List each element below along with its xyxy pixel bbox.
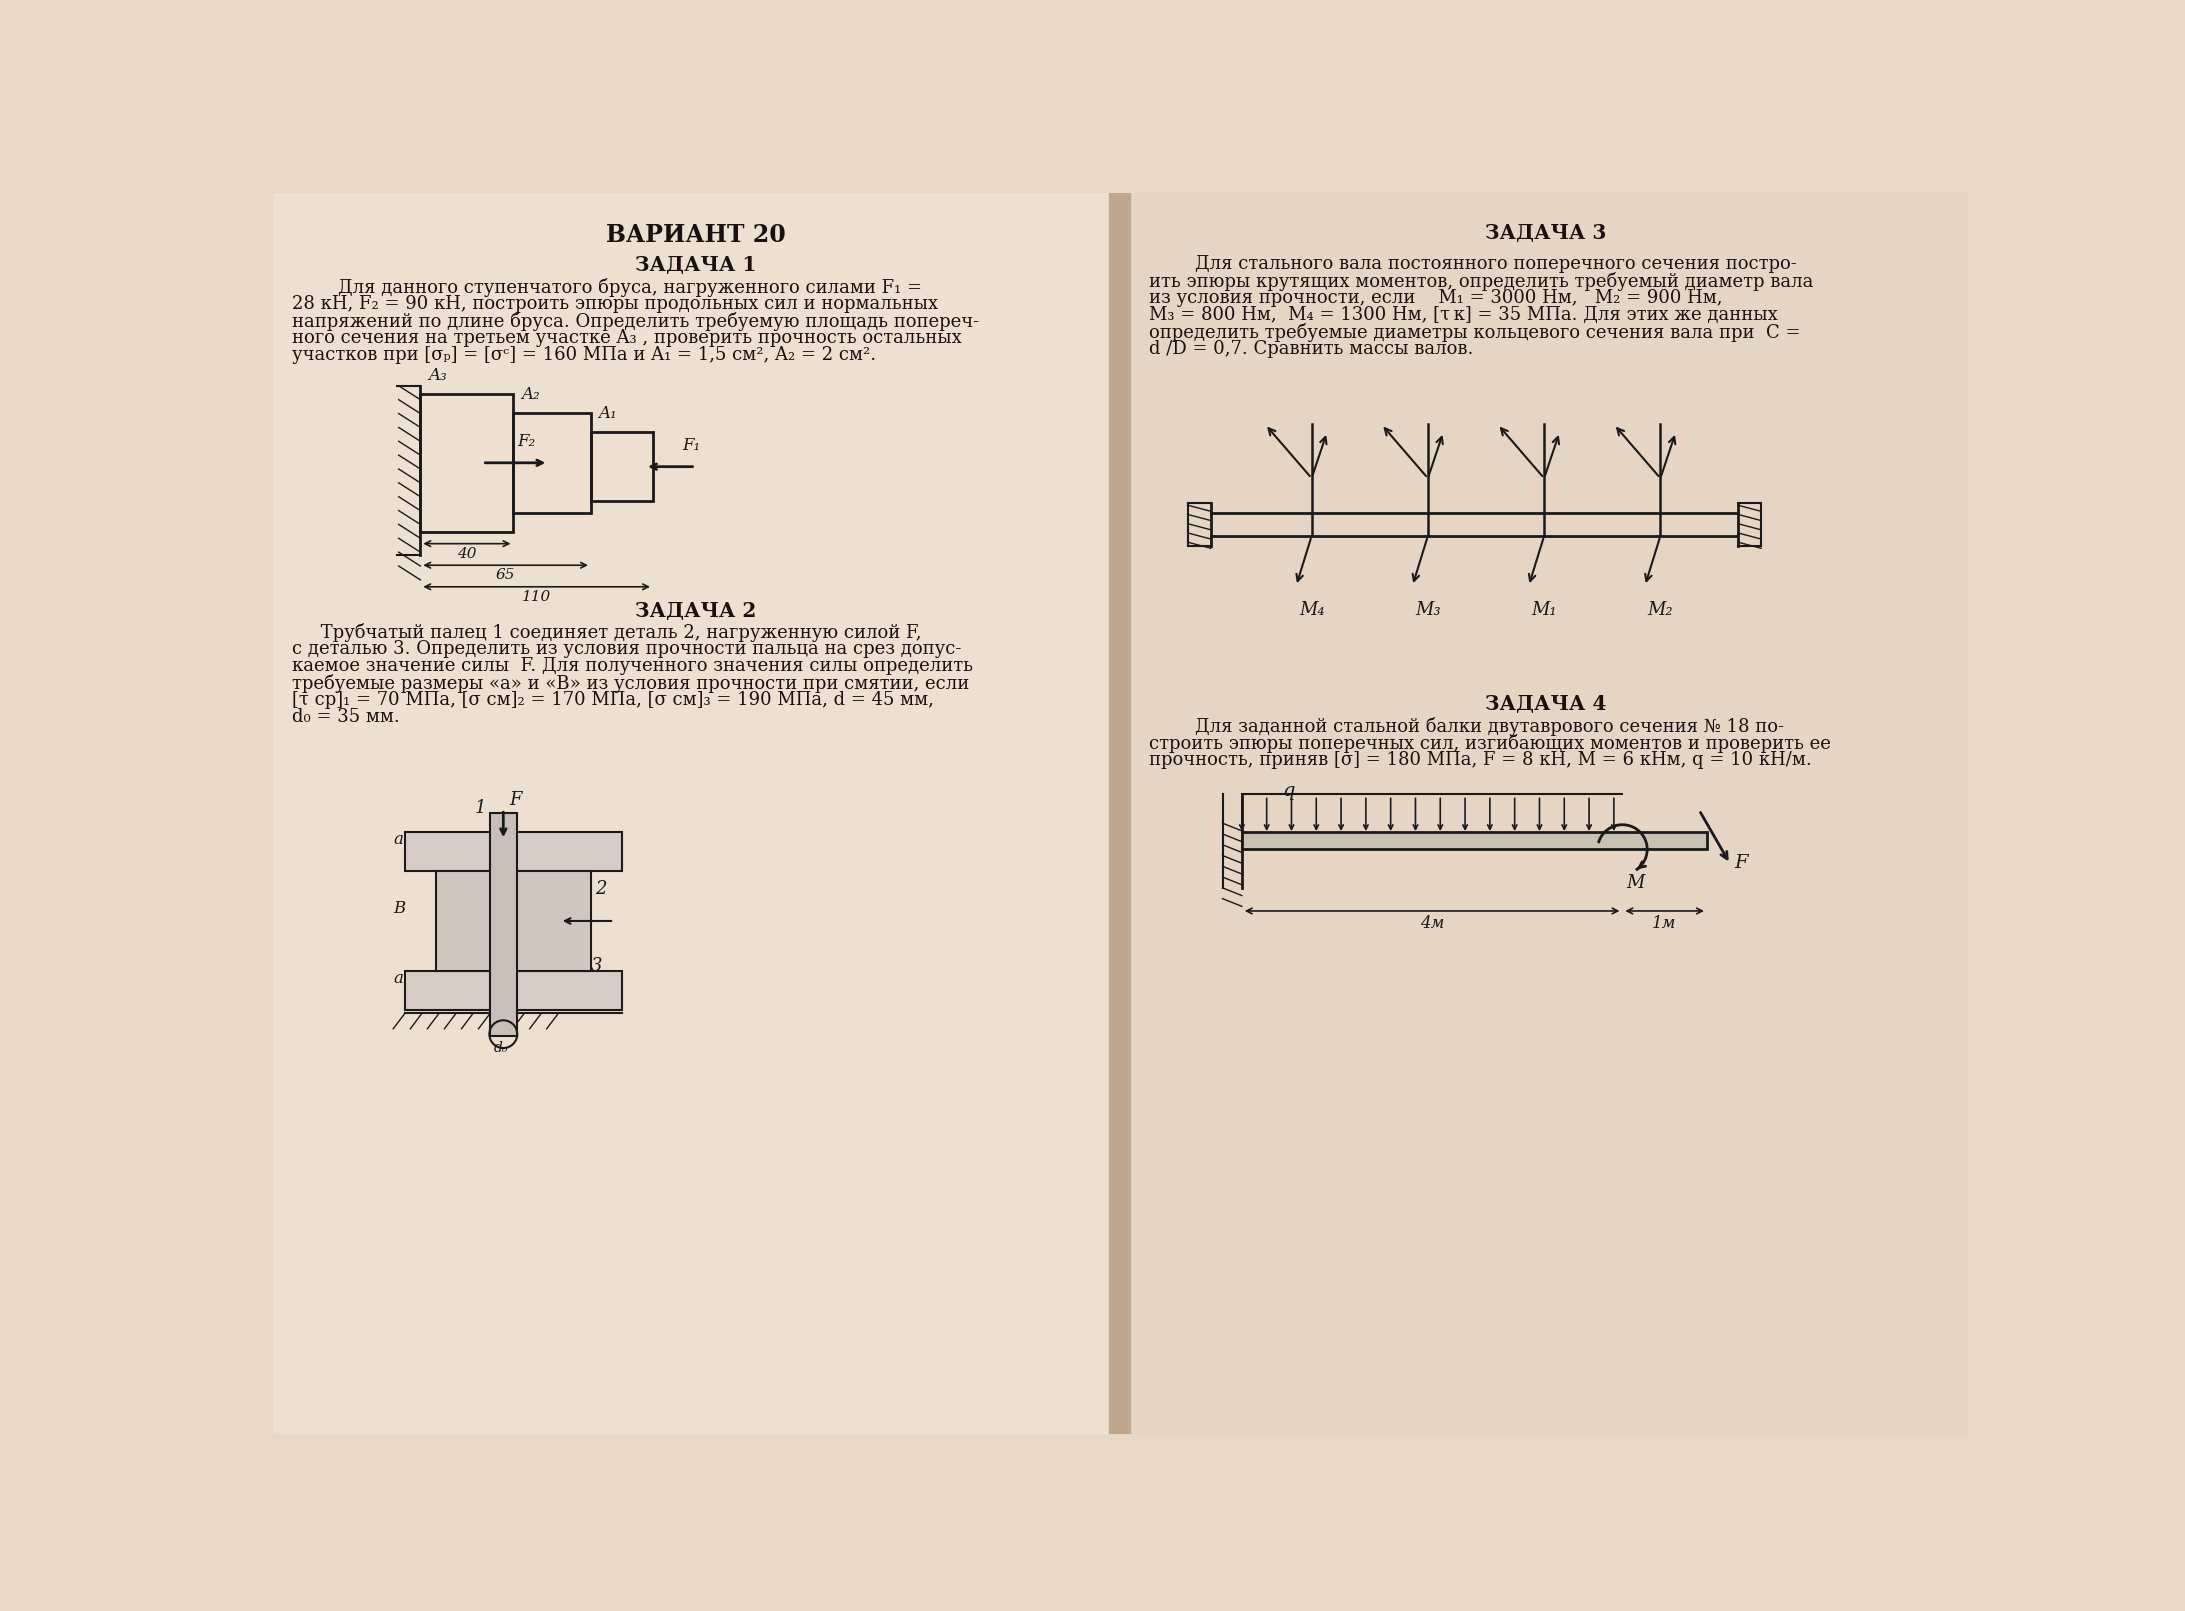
Text: d /D = 0,7. Сравнить массы валов.: d /D = 0,7. Сравнить массы валов. (1149, 340, 1473, 358)
Bar (435, 872, 590, 971)
Bar (489, 814, 518, 1036)
Text: F: F (1735, 854, 1748, 872)
Text: 40: 40 (457, 546, 476, 561)
Bar (404, 971, 623, 1010)
Text: 1м: 1м (1652, 915, 1676, 931)
Text: Трубчатый палец 1 соединяет деталь 2, нагруженную силой F,: Трубчатый палец 1 соединяет деталь 2, на… (293, 623, 922, 641)
Bar (404, 833, 623, 872)
Text: a: a (393, 970, 402, 986)
Text: с деталью 3. Определить из условия прочности пальца на срез допус-: с деталью 3. Определить из условия прочн… (293, 640, 961, 657)
Text: каемое значение силы  F. Для полученного значения силы определить: каемое значение силы F. Для полученного … (293, 657, 975, 675)
Text: ЗАДАЧА 3: ЗАДАЧА 3 (1486, 222, 1606, 243)
Bar (513, 412, 590, 512)
Text: ить эпюры крутящих моментов, определить требуемый диаметр вала: ить эпюры крутящих моментов, определить … (1149, 272, 1814, 292)
Text: ЗАДАЧА 4: ЗАДАЧА 4 (1486, 694, 1606, 714)
Text: Для стального вала постоянного поперечного сечения постро-: Для стального вала постоянного поперечно… (1149, 255, 1796, 272)
Bar (420, 393, 513, 532)
Bar (1125, 193, 1966, 1434)
Text: M₃ = 800 Нм,  M₄ = 1300 Нм, [τ к] = 35 МПа. Для этих же данных: M₃ = 800 Нм, M₄ = 1300 Нм, [τ к] = 35 МП… (1149, 306, 1779, 324)
Text: 28 кН, F₂ = 90 кН, построить эпюры продольных сил и нормальных: 28 кН, F₂ = 90 кН, построить эпюры продо… (293, 295, 940, 313)
Bar (1241, 833, 1706, 849)
Text: F₁: F₁ (682, 437, 701, 454)
Text: M₃: M₃ (1416, 601, 1440, 619)
Bar (1108, 193, 1130, 1434)
Text: прочность, приняв [σ] = 180 МПа, F = 8 кН, M = 6 кНм, q = 10 кН/м.: прочность, приняв [σ] = 180 МПа, F = 8 к… (1149, 751, 1811, 768)
Text: строить эпюры поперечных сил, изгибающих моментов и проверить ее: строить эпюры поперечных сил, изгибающих… (1149, 735, 1831, 752)
Text: 110: 110 (522, 590, 551, 604)
Text: ного сечения на третьем участке A₃ , проверить прочность остальных: ного сечения на третьем участке A₃ , про… (293, 329, 961, 346)
Text: из условия прочности, если    M₁ = 3000 Нм,   M₂ = 900 Нм,: из условия прочности, если M₁ = 3000 Нм,… (1149, 288, 1722, 306)
Text: A₂: A₂ (522, 387, 540, 403)
Text: 4м: 4м (1420, 915, 1444, 931)
Text: M: M (1626, 873, 1645, 892)
Text: a: a (393, 831, 402, 847)
Text: 2: 2 (594, 880, 605, 897)
Text: B: B (393, 901, 406, 917)
Bar (590, 432, 653, 501)
Text: d₀: d₀ (494, 1041, 509, 1055)
Text: M₁: M₁ (1532, 601, 1558, 619)
Text: ЗАДАЧА 2: ЗАДАЧА 2 (636, 601, 756, 622)
Text: A₃: A₃ (428, 367, 446, 383)
Text: [τ ср]₁ = 70 МПа, [σ см]₂ = 170 МПа, [σ см]₃ = 190 МПа, d = 45 мм,: [τ ср]₁ = 70 МПа, [σ см]₂ = 170 МПа, [σ … (293, 691, 935, 709)
Bar (273, 193, 1110, 1434)
Text: напряжений по длине бруса. Определить требуемую площадь попереч-: напряжений по длине бруса. Определить тр… (293, 313, 979, 330)
Text: ВАРИАНТ 20: ВАРИАНТ 20 (605, 222, 784, 246)
Text: Для данного ступенчатого бруса, нагруженного силами F₁ =: Для данного ступенчатого бруса, нагружен… (293, 279, 922, 296)
Text: F₂: F₂ (518, 433, 535, 449)
Text: определить требуемые диаметры кольцевого сечения вала при  С =: определить требуемые диаметры кольцевого… (1149, 322, 1800, 342)
Text: A₁: A₁ (599, 404, 616, 422)
Text: участков при [σₚ] = [σᶜ] = 160 МПа и A₁ = 1,5 см², A₂ = 2 см².: участков при [σₚ] = [σᶜ] = 160 МПа и A₁ … (293, 346, 876, 364)
Text: M₄: M₄ (1298, 601, 1324, 619)
Text: ЗАДАЧА 1: ЗАДАЧА 1 (636, 255, 756, 275)
Text: Для заданной стальной балки двутаврового сечения № 18 по-: Для заданной стальной балки двутаврового… (1149, 717, 1783, 736)
Text: требуемые размеры «а» и «В» из условия прочности при смятии, если: требуемые размеры «а» и «В» из условия п… (293, 673, 970, 693)
Text: 3: 3 (590, 957, 603, 975)
Text: F: F (509, 791, 522, 809)
Text: 65: 65 (496, 569, 516, 582)
Text: M₂: M₂ (1647, 601, 1674, 619)
Text: d₀ = 35 мм.: d₀ = 35 мм. (293, 707, 400, 725)
Text: 1: 1 (474, 799, 485, 817)
Text: q: q (1283, 783, 1296, 801)
